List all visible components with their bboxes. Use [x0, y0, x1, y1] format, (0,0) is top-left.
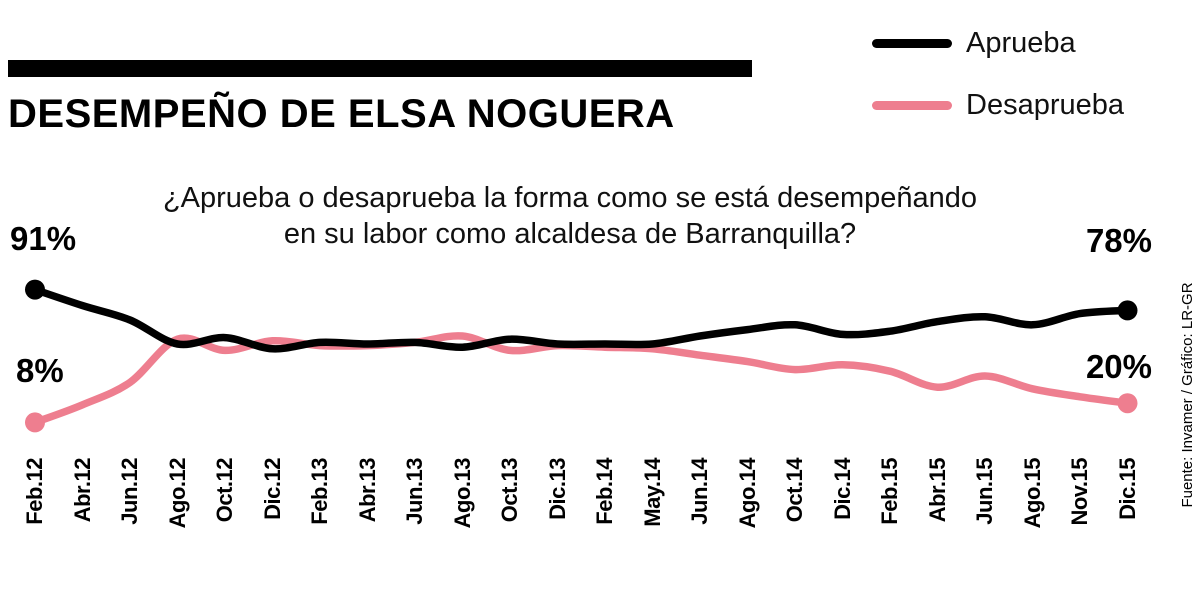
x-axis-label: Ago.12: [164, 458, 190, 529]
x-axis-label: Dic.13: [544, 458, 570, 520]
chart-area: [0, 279, 1160, 460]
series-endpoint-aprueba: [25, 279, 45, 300]
series-line-aprueba: [31, 285, 1132, 353]
value-label-desaprueba-end: 20%: [1085, 348, 1152, 385]
x-axis-label: Nov.15: [1067, 458, 1092, 526]
survey-question-line1: ¿Aprueba o desaprueba la forma como se e…: [162, 182, 978, 214]
x-axis-label: Jun.13: [402, 458, 427, 525]
x-axis-label: Oct.14: [782, 458, 807, 523]
x-axis-label: Jun.12: [117, 458, 142, 525]
value-label-desaprueba-start: 8%: [16, 352, 64, 389]
series-endpoint-desaprueba: [25, 412, 45, 433]
x-axis-label: Dic.12: [259, 458, 285, 520]
legend-swatch-aprueba: [872, 38, 952, 48]
survey-question-line2: en su labor como alcaldesa de Barranquil…: [283, 218, 857, 250]
x-axis-label: Ago.15: [1019, 458, 1045, 529]
chart-svg: [25, 279, 1138, 433]
x-axis-label: Jun.14: [687, 458, 712, 525]
series-endpoint-desaprueba: [1117, 393, 1138, 414]
x-axis-label: Abr.12: [69, 458, 95, 523]
source-credit: Fuente: Invamer / Gráfico: LR-GR: [1179, 282, 1196, 508]
x-axis-label: Dic.15: [1114, 458, 1140, 520]
x-axis-label: Abr.15: [924, 458, 950, 523]
legend: Aprueba Desaprueba: [872, 22, 1124, 146]
legend-item-desaprueba: Desaprueba: [872, 84, 1124, 126]
legend-item-aprueba: Aprueba: [872, 22, 1124, 64]
legend-label-aprueba: Aprueba: [966, 26, 1076, 59]
title-accent-bar: [8, 60, 752, 77]
legend-swatch-desaprueba: [872, 100, 952, 110]
page-title: DESEMPEÑO DE ELSA NOGUERA: [8, 92, 675, 136]
legend-label-desaprueba: Desaprueba: [966, 88, 1124, 121]
series-line-desaprueba: [31, 332, 1132, 427]
survey-question: ¿Aprueba o desaprueba la forma como se e…: [60, 180, 1080, 252]
x-axis-label: Feb.13: [307, 458, 332, 525]
x-axis-label: Feb.15: [877, 458, 902, 525]
series-endpoint-aprueba: [1117, 300, 1138, 321]
value-label-aprueba-end: 78%: [1085, 222, 1152, 259]
value-label-aprueba-start: 91%: [10, 220, 77, 257]
x-axis-label: Abr.13: [354, 458, 380, 523]
x-axis-label: Feb.14: [592, 458, 617, 525]
x-axis-label: Dic.14: [829, 458, 855, 520]
x-axis-label: Ago.14: [734, 458, 760, 529]
x-axis-label: Feb.12: [22, 458, 47, 525]
x-axis-labels: Feb.12 Abr.12 Jun.12 Ago.12 Oct.12 Dic.12 Feb.…: [0, 448, 1160, 600]
x-axis-label: Ago.13: [449, 458, 475, 529]
x-axis-label: Jun.15: [972, 458, 997, 525]
x-axis-label: Oct.12: [212, 458, 237, 523]
x-axis-label: Oct.13: [497, 458, 522, 523]
x-axis-label: May.14: [639, 458, 665, 527]
